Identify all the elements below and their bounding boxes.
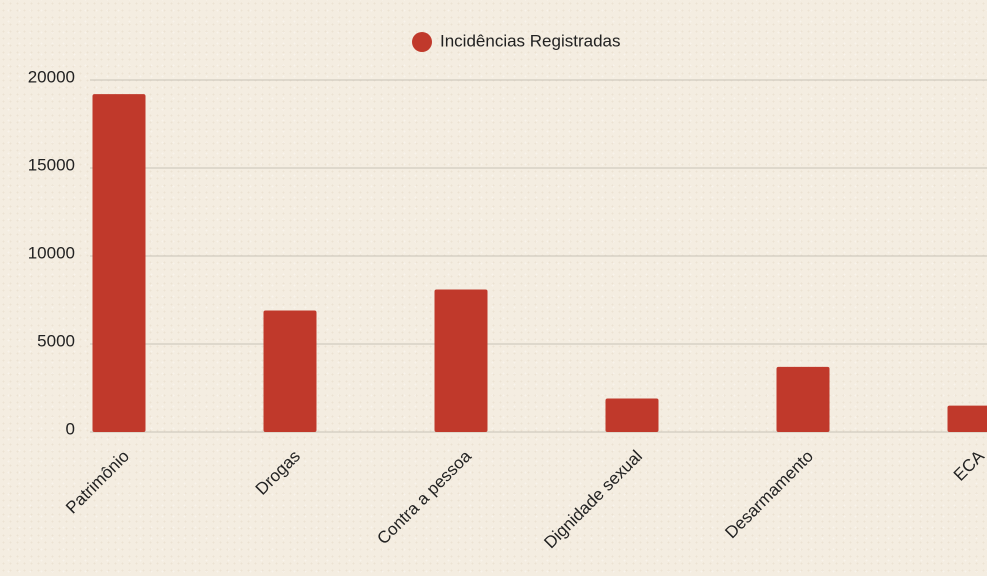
x-tick-label: Desarmamento [721, 447, 817, 543]
bar [776, 366, 830, 432]
y-tick-label: 10000 [28, 243, 75, 262]
y-tick-label: 15000 [28, 155, 75, 174]
bar [605, 398, 659, 432]
bar [434, 289, 488, 432]
y-tick-label: 0 [66, 419, 75, 438]
y-tick-label: 20000 [28, 67, 75, 86]
x-tick-label: Drogas [252, 447, 304, 499]
x-tick-label: Dignidade sexual [540, 447, 646, 553]
x-tick-label: Contra a pessoa [373, 446, 475, 548]
legend-swatch [412, 32, 432, 52]
bar [92, 94, 146, 432]
x-tick-label: Patrimônio [62, 447, 133, 518]
bar [947, 405, 987, 432]
legend-label: Incidências Registradas [440, 31, 620, 50]
x-tick-label: ECA [950, 446, 987, 485]
y-tick-label: 5000 [37, 331, 75, 350]
bar [263, 310, 317, 432]
